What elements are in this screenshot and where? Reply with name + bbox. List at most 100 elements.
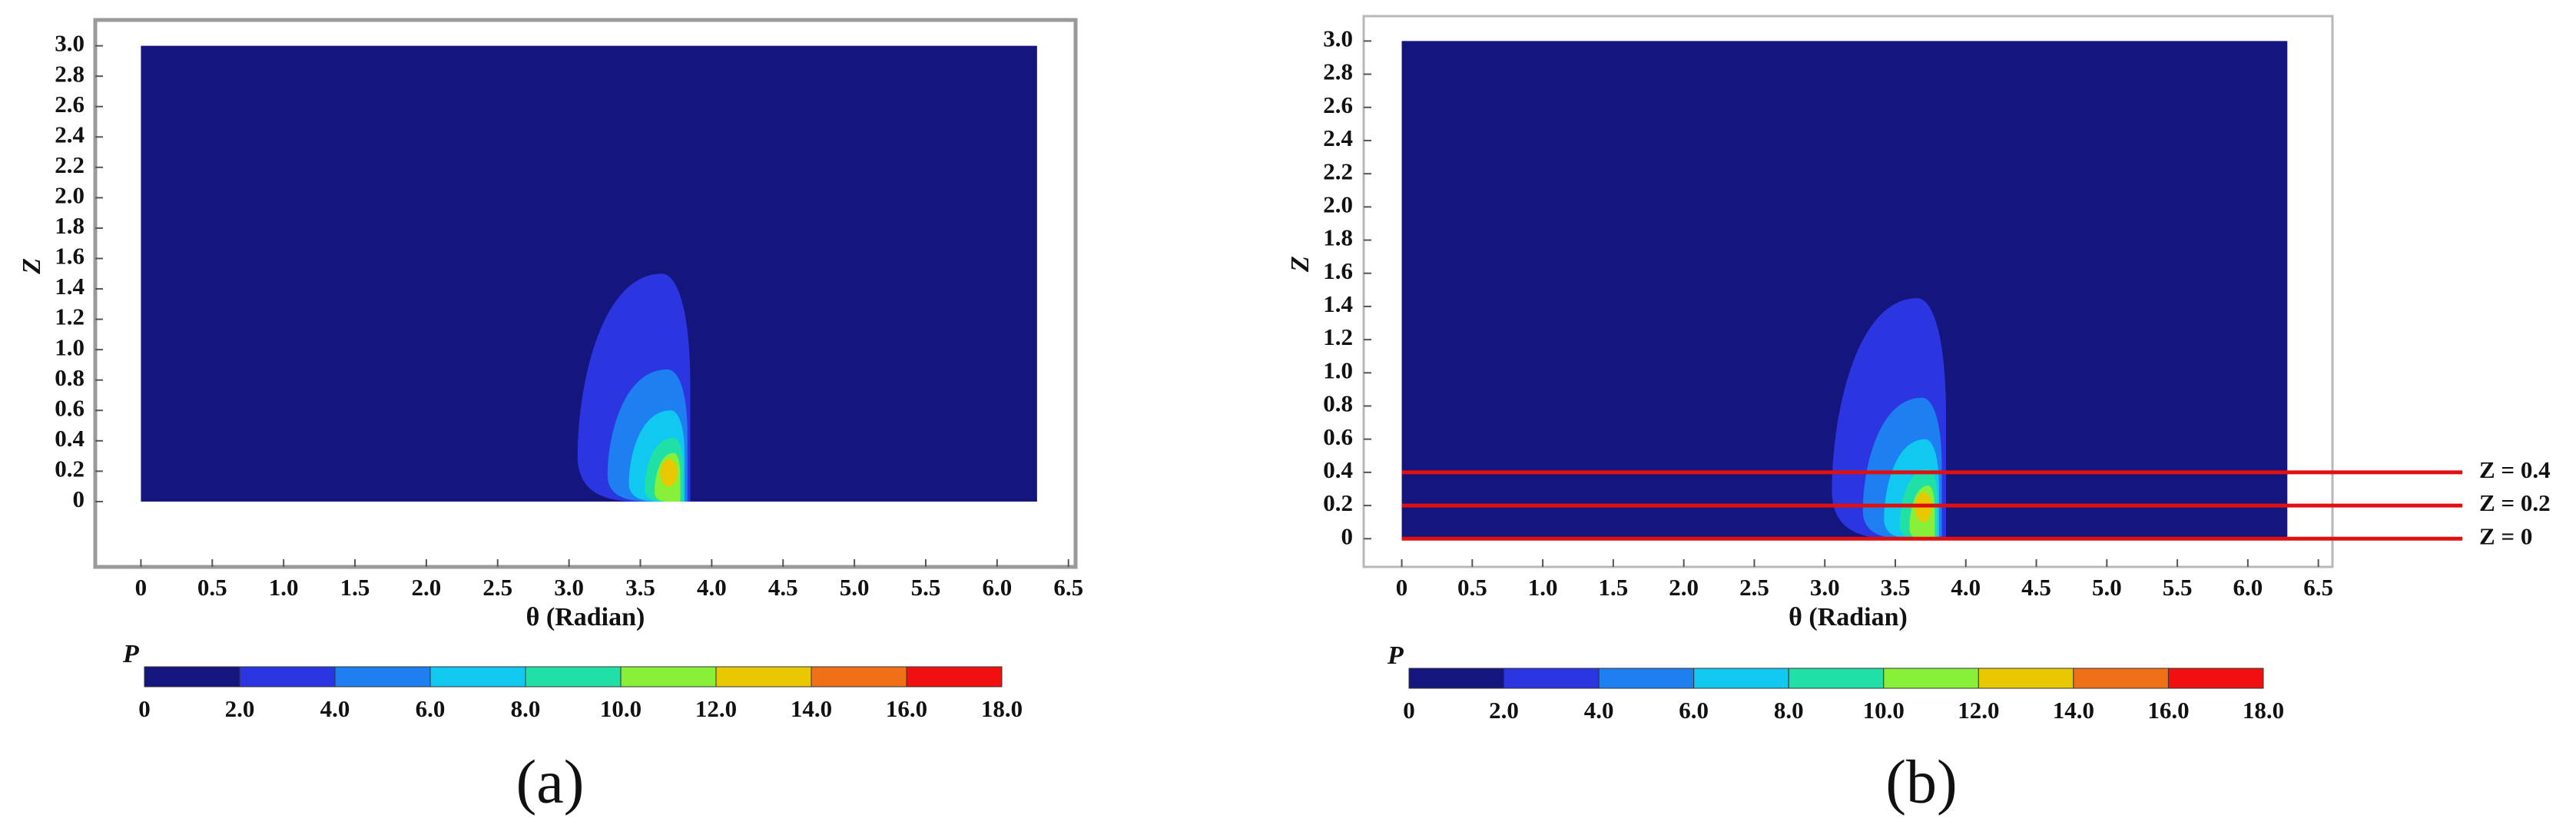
colorbar-tick-label: 6.0 [416,695,446,722]
colorbar-segment [1408,668,1505,689]
colorbar-segment [1598,668,1695,689]
y-tick-label: 0 [1341,522,1354,549]
x-tick-label: 0.5 [1457,574,1487,601]
x-tick-label: 3.5 [1881,574,1911,601]
x-tick-label: 2.5 [482,574,512,601]
colorbar-tick-label: 6.0 [1679,697,1709,724]
colorbar-segment [429,666,526,688]
y-tick-label: 2.6 [1323,91,1353,118]
colorbar-tick-label: 2.0 [1489,697,1519,724]
x-tick-label: 4.5 [768,574,798,601]
colorbar-segment [239,666,336,688]
y-tick-label: 0.4 [1323,456,1353,483]
colorbar-tick-label: 0 [1403,697,1415,724]
colorbar-tick-label: 16.0 [2147,697,2189,724]
x-tick-label: 2.0 [1669,574,1699,601]
reference-line-label: Z = 0 [2479,522,2532,549]
y-tick-label: 0.2 [1323,489,1353,516]
x-tick-label: 0 [1396,574,1408,601]
y-tick-label: 1.4 [1323,290,1353,317]
colorbar-tick-label: 10.0 [600,695,642,722]
colorbar-label: P [1387,641,1404,670]
x-tick-label: 4.0 [1951,574,1981,601]
colorbar-tick-label: 8.0 [511,695,541,722]
colorbar-tick-label: 10.0 [1863,697,1905,724]
x-tick-label: 6.0 [982,574,1012,601]
y-tick-label: 1.2 [55,303,85,330]
y-tick-label: 0.4 [55,425,85,452]
y-axis-label: Z [18,258,46,275]
colorbar-segment [715,666,812,688]
reference-line-label: Z = 0.2 [2479,489,2551,516]
x-tick-label: 0 [135,574,148,601]
colorbar-segment [1503,668,1600,689]
y-tick-label: 0.6 [1323,423,1353,450]
y-tick-label: 3.0 [55,30,85,57]
y-tick-label: 2.6 [55,91,85,118]
y-tick-label: 1.2 [1323,323,1353,350]
colorbar-tick-label: 12.0 [695,695,737,722]
colorbar-tick-label: 16.0 [886,695,927,722]
x-tick-label: 4.5 [2021,574,2051,601]
x-tick-label: 3.0 [554,574,584,601]
y-tick-label: 3.0 [1323,25,1353,52]
y-tick-label: 1.0 [55,333,85,360]
y-tick-label: 0.6 [55,394,85,421]
x-tick-label: 3.0 [1810,574,1840,601]
colorbar-tick-label: 4.0 [1584,697,1614,724]
colorbar-tick-label: 18.0 [2243,697,2284,724]
colorbar-tick-label: 12.0 [1958,697,1999,724]
x-tick-label: 1.5 [1599,574,1629,601]
x-tick-label: 6.0 [2233,574,2263,601]
colorbar-segment [334,666,431,688]
x-tick-label: 4.0 [697,574,727,601]
x-tick-label: 2.5 [1739,574,1769,601]
colorbar-segment [1883,668,1979,689]
x-axis-label: θ (Radian) [1789,603,1908,631]
colorbar-segment [144,666,240,688]
y-tick-label: 2.4 [55,121,85,147]
x-tick-label: 6.5 [1053,574,1083,601]
y-tick-label: 1.8 [1323,224,1353,251]
y-tick-label: 1.6 [55,243,85,270]
y-tick-label: 1.6 [1323,257,1353,284]
y-tick-label: 1.0 [1323,356,1353,383]
y-tick-label: 2.4 [1323,124,1353,151]
x-tick-label: 3.5 [625,574,655,601]
colorbar-tick-label: 14.0 [791,695,832,722]
x-tick-label: 5.0 [2092,574,2122,601]
y-tick-label: 0.8 [55,364,85,391]
colorbar-segment [620,666,717,688]
colorbar-tick-label: 18.0 [981,695,1023,722]
colorbar-segment [2167,668,2264,689]
y-tick-label: 2.2 [55,151,85,178]
colorbar-tick-label: 4.0 [320,695,350,722]
contour-region [660,459,678,487]
colorbar-tick-label: 0 [138,695,151,722]
reference-line-label: Z = 0.4 [2479,456,2551,483]
x-tick-label: 5.5 [911,574,941,601]
x-tick-label: 1.5 [340,574,370,601]
y-tick-label: 1.8 [55,212,85,239]
colorbar-segment [811,666,907,688]
colorbar-segment [525,666,622,688]
x-tick-label: 5.5 [2163,574,2193,601]
colorbar-tick-label: 8.0 [1774,697,1804,724]
x-tick-label: 1.0 [269,574,299,601]
colorbar-segment [1788,668,1885,689]
x-axis-label: θ (Radian) [526,603,645,631]
y-tick-label: 2.8 [55,60,85,87]
colorbar-tick-label: 14.0 [2053,697,2094,724]
y-tick-label: 0 [73,485,85,512]
y-axis-label: Z [1286,256,1315,273]
colorbar-segment [1978,668,2074,689]
y-tick-label: 1.4 [55,273,85,300]
panel-label: (a) [516,748,585,816]
colorbar-segment [1693,668,1789,689]
y-tick-label: 2.2 [1323,157,1353,184]
x-tick-label: 6.5 [2303,574,2333,601]
x-tick-label: 5.0 [840,574,870,601]
y-tick-label: 0.8 [1323,390,1353,417]
panel-label: (b) [1885,748,1957,816]
